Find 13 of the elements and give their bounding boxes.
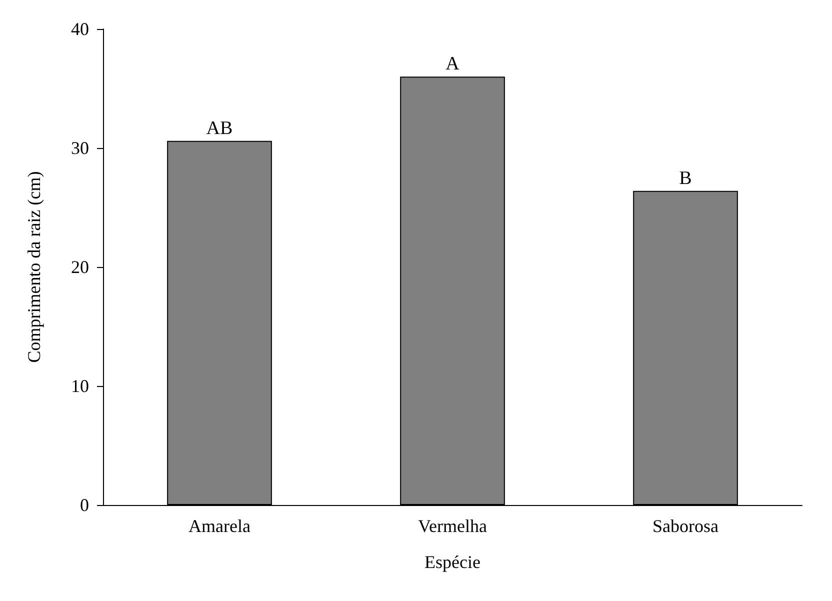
y-tick-label: 40 [71, 19, 89, 39]
y-tick-label: 0 [80, 495, 89, 515]
x-axis-title: Espécie [424, 552, 480, 572]
x-tick-label: Amarela [188, 516, 250, 536]
y-axis-title: Comprimento da raiz (cm) [24, 171, 44, 363]
y-tick-label: 20 [71, 257, 89, 277]
annotation: AB [206, 118, 233, 139]
x-tick-label: Vermelha [418, 516, 487, 536]
y-tick-label: 30 [71, 138, 89, 158]
x-tick-label: Saborosa [652, 516, 718, 536]
annotation: B [679, 168, 692, 189]
annotation: A [446, 54, 460, 75]
y-tick-label: 10 [71, 376, 89, 396]
